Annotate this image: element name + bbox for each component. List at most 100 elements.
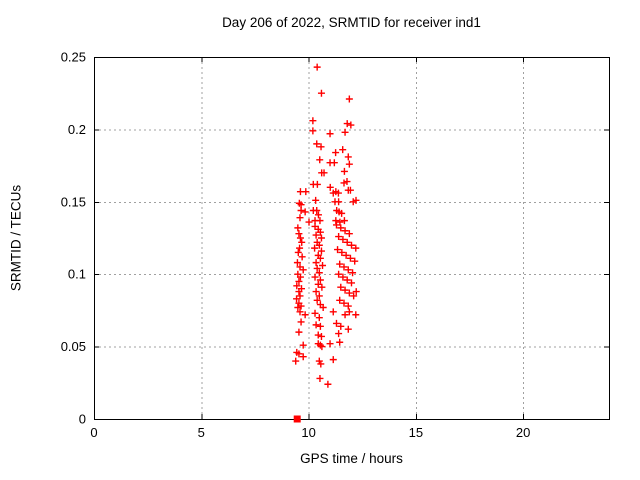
data-point — [313, 296, 321, 304]
data-point — [299, 266, 307, 274]
data-point — [332, 221, 340, 229]
data-point — [318, 283, 326, 291]
data-point — [294, 248, 302, 256]
chart-title: Day 206 of 2022, SRMTID for receiver ind… — [222, 15, 481, 30]
y-tick-label: 0 — [79, 412, 86, 427]
data-point — [299, 341, 307, 349]
data-point — [345, 230, 353, 238]
data-point — [345, 289, 353, 297]
data-point — [339, 235, 347, 243]
data-point — [316, 254, 324, 262]
data-point — [319, 304, 327, 312]
data-point — [316, 228, 324, 236]
data-point — [343, 276, 351, 284]
data-point — [340, 167, 348, 175]
data-point — [338, 209, 346, 217]
data-point — [329, 189, 337, 197]
data-point — [346, 254, 354, 262]
zero-data-point — [293, 415, 301, 423]
data-point — [295, 328, 303, 336]
data-point — [350, 292, 358, 300]
data-point — [293, 295, 301, 303]
data-point — [294, 304, 302, 312]
data-point — [319, 262, 327, 270]
data-point — [315, 314, 323, 322]
data-point — [316, 217, 324, 225]
y-tick-label: 0.05 — [61, 339, 86, 354]
data-point — [341, 311, 349, 319]
data-point — [311, 244, 319, 252]
data-point — [295, 199, 303, 207]
data-point — [348, 279, 355, 287]
data-point — [293, 282, 301, 290]
data-point — [337, 322, 345, 330]
data-point — [336, 338, 344, 346]
data-point — [311, 273, 319, 281]
data-point — [301, 208, 309, 216]
data-point — [298, 238, 306, 246]
data-point — [309, 117, 317, 125]
data-point — [302, 188, 310, 196]
data-point — [305, 218, 313, 226]
data-point — [315, 292, 323, 300]
data-point — [340, 179, 348, 187]
data-point — [344, 266, 352, 274]
data-point — [351, 257, 359, 265]
data-point — [313, 264, 321, 272]
data-point — [315, 269, 323, 277]
data-point — [293, 259, 301, 267]
x-tick-label: 5 — [198, 425, 205, 440]
data-point — [317, 247, 325, 255]
data-point — [295, 230, 303, 238]
data-point — [317, 360, 325, 368]
data-point — [296, 214, 304, 222]
data-point — [297, 318, 305, 326]
data-point — [345, 95, 353, 103]
data-point — [338, 248, 346, 256]
data-point — [340, 263, 348, 271]
data-point — [311, 309, 319, 317]
data-point — [341, 227, 349, 235]
data-point — [317, 332, 325, 340]
data-point — [332, 149, 340, 157]
x-tick-label: 0 — [90, 425, 97, 440]
data-point — [334, 246, 342, 254]
data-point — [313, 140, 321, 148]
x-axis-label: GPS time / hours — [300, 451, 403, 466]
data-point — [326, 340, 334, 348]
axis-border — [94, 57, 610, 420]
data-point — [344, 325, 352, 333]
data-point — [339, 273, 347, 281]
data-point — [344, 302, 352, 310]
data-point — [347, 121, 355, 129]
data-point — [335, 330, 343, 338]
data-point — [326, 130, 334, 138]
data-point — [349, 269, 357, 277]
data-point — [345, 160, 353, 168]
y-tick-label: 0.2 — [68, 122, 86, 137]
data-point — [337, 224, 345, 232]
data-point — [313, 206, 321, 214]
data-point — [316, 341, 324, 349]
data-point — [316, 374, 324, 382]
data-point — [341, 286, 349, 294]
data-point — [312, 259, 320, 267]
data-point — [343, 120, 351, 128]
data-point — [318, 343, 326, 351]
data-point — [301, 311, 309, 319]
data-point — [343, 238, 351, 246]
data-point — [295, 350, 303, 358]
data-point — [337, 283, 345, 291]
data-point — [344, 153, 352, 161]
data-point — [312, 288, 320, 296]
data-point — [312, 196, 320, 204]
data-point — [320, 169, 328, 177]
data-point — [332, 319, 340, 327]
data-point — [348, 241, 355, 249]
data-point — [352, 196, 360, 204]
y-tick-label: 0.25 — [61, 50, 86, 65]
x-tick-label: 10 — [301, 425, 315, 440]
data-point — [352, 244, 360, 252]
